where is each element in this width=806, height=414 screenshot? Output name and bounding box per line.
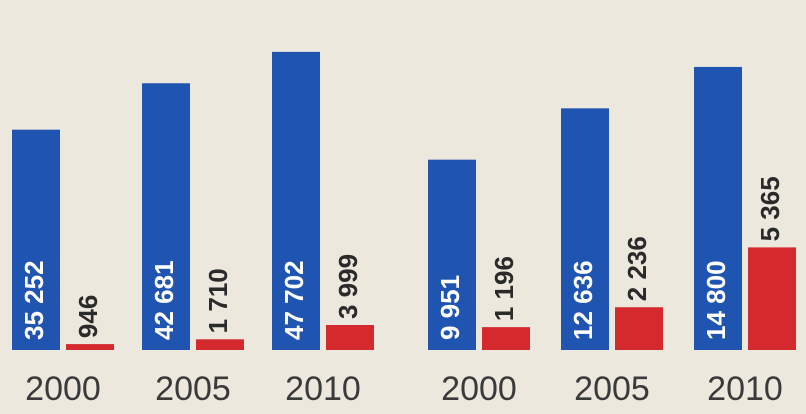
bar bbox=[748, 247, 796, 350]
x-tick-label: 2010 bbox=[707, 370, 783, 408]
value-label: 47 702 bbox=[279, 260, 309, 340]
value-label: 1 710 bbox=[203, 268, 233, 333]
value-label: 9 951 bbox=[435, 275, 465, 340]
x-tick-label: 2010 bbox=[285, 370, 361, 408]
value-label: 5 365 bbox=[755, 176, 785, 241]
bar bbox=[196, 339, 244, 350]
value-label: 42 681 bbox=[149, 260, 179, 340]
bar bbox=[326, 325, 374, 350]
value-label: 14 800 bbox=[701, 260, 731, 340]
x-tick-label: 2000 bbox=[25, 370, 101, 408]
value-label: 1 196 bbox=[489, 256, 519, 321]
bar bbox=[12, 129, 60, 350]
bar bbox=[272, 51, 320, 351]
value-label: 946 bbox=[73, 295, 103, 338]
bar bbox=[482, 327, 530, 350]
x-tick-label: 2005 bbox=[155, 370, 231, 408]
value-label: 2 236 bbox=[622, 236, 652, 301]
bar bbox=[142, 83, 190, 351]
bar bbox=[561, 108, 609, 350]
bar bbox=[66, 344, 114, 350]
value-label: 3 999 bbox=[333, 254, 363, 319]
x-tick-label: 2000 bbox=[441, 370, 517, 408]
value-label: 35 252 bbox=[19, 260, 49, 340]
value-label: 12 636 bbox=[568, 260, 598, 340]
bar bbox=[615, 307, 663, 350]
bar bbox=[428, 159, 476, 350]
bar bbox=[694, 66, 742, 351]
x-tick-label: 2005 bbox=[574, 370, 650, 408]
